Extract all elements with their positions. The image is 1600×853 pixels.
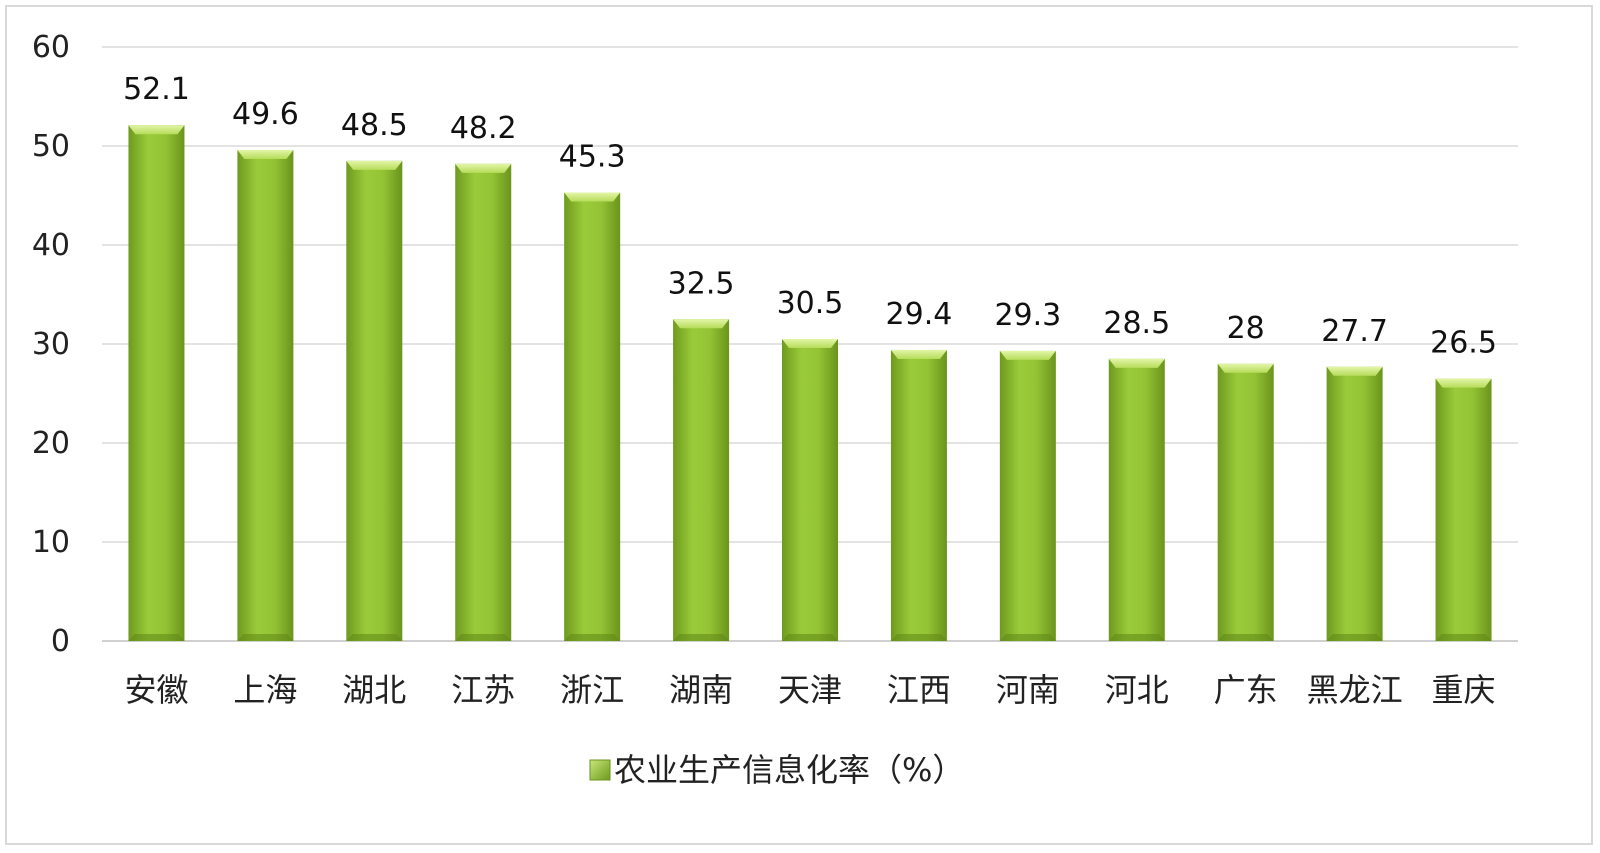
data-label: 29.3 <box>994 298 1061 333</box>
bar-base <box>1108 634 1165 641</box>
bar-cap <box>128 125 185 135</box>
bar <box>1435 378 1492 641</box>
bar <box>1217 363 1274 641</box>
x-tick-label: 重庆 <box>1432 671 1496 709</box>
data-label: 26.5 <box>1430 326 1497 361</box>
bar-cap <box>999 350 1056 360</box>
bar <box>999 350 1056 641</box>
bar-base <box>782 634 838 641</box>
bar-cap <box>1326 366 1383 376</box>
x-tick-label: 广东 <box>1214 671 1278 709</box>
y-tick-label: 60 <box>32 30 70 65</box>
data-labels: 52.1 49.6 48.5 48.2 45.3 32.5 30.5 29.4 29.3 28.5… <box>123 72 1497 360</box>
bar-base <box>890 634 947 641</box>
bar-base <box>1217 634 1274 641</box>
data-label: 28 <box>1227 311 1265 346</box>
legend-swatch <box>589 759 611 781</box>
x-tick-label: 江苏 <box>451 671 515 709</box>
bar <box>673 319 730 641</box>
bar <box>890 349 947 641</box>
bar-base <box>346 634 403 641</box>
x-tick-label: 湖南 <box>669 671 733 709</box>
bar-cap <box>455 163 512 173</box>
data-label: 29.4 <box>886 297 953 332</box>
bar-cap <box>782 339 838 349</box>
data-label: 28.5 <box>1103 306 1170 341</box>
bar-base <box>999 634 1056 641</box>
data-label: 49.6 <box>232 97 299 132</box>
y-tick-label: 30 <box>32 327 70 362</box>
bar <box>128 125 185 641</box>
x-tick-label: 天津 <box>778 671 842 709</box>
bar-base <box>564 634 621 641</box>
bar <box>564 192 621 641</box>
bar <box>1108 358 1165 641</box>
x-tick-label: 江西 <box>887 671 951 709</box>
data-label: 27.7 <box>1321 314 1388 349</box>
y-tick-label: 0 <box>51 624 70 659</box>
bar-cap <box>1217 363 1274 373</box>
legend: 农业生产信息化率（%） <box>589 751 964 789</box>
bar <box>1326 366 1383 641</box>
bar <box>346 160 403 641</box>
bar-base <box>673 634 730 641</box>
bar <box>782 339 838 641</box>
y-tick-label: 20 <box>32 426 70 461</box>
data-label: 45.3 <box>559 140 626 175</box>
data-label: 52.1 <box>123 72 190 107</box>
bars <box>128 125 1492 641</box>
y-tick-label: 10 <box>32 525 70 560</box>
x-tick-label: 河南 <box>996 671 1060 709</box>
data-label: 48.2 <box>450 111 517 146</box>
data-label: 30.5 <box>777 286 844 321</box>
legend-label: 农业生产信息化率（%） <box>614 751 964 789</box>
x-tick-label: 浙江 <box>560 671 624 709</box>
data-label: 32.5 <box>668 266 735 301</box>
bar-base <box>1435 634 1492 641</box>
bar-base <box>237 634 294 641</box>
bar-base <box>1326 634 1383 641</box>
y-axis: 0 10 20 30 40 50 60 <box>32 30 70 659</box>
bar-cap <box>564 192 621 202</box>
x-tick-label: 河北 <box>1105 671 1169 709</box>
x-tick-label: 黑龙江 <box>1307 671 1403 709</box>
bar-cap <box>1108 358 1165 368</box>
bar-cap <box>890 349 947 359</box>
bar-cap <box>673 319 730 329</box>
y-tick-label: 50 <box>32 129 70 164</box>
bar <box>455 163 512 641</box>
data-label: 48.5 <box>341 108 408 143</box>
bar-base <box>128 634 185 641</box>
x-tick-label: 安徽 <box>124 671 188 709</box>
bar <box>237 149 294 641</box>
bar-cap <box>1435 378 1492 388</box>
bar-cap <box>346 160 403 170</box>
y-tick-label: 40 <box>32 228 70 263</box>
x-tick-label: 上海 <box>233 671 297 709</box>
bar-base <box>455 634 512 641</box>
bar-cap <box>237 149 294 159</box>
gridlines <box>102 46 1518 642</box>
x-tick-label: 湖北 <box>342 671 406 709</box>
x-axis: 安徽 上海 湖北 江苏 浙江 湖南 天津 江西 河南 河北 广东 黑龙江 重庆 <box>124 671 1495 709</box>
